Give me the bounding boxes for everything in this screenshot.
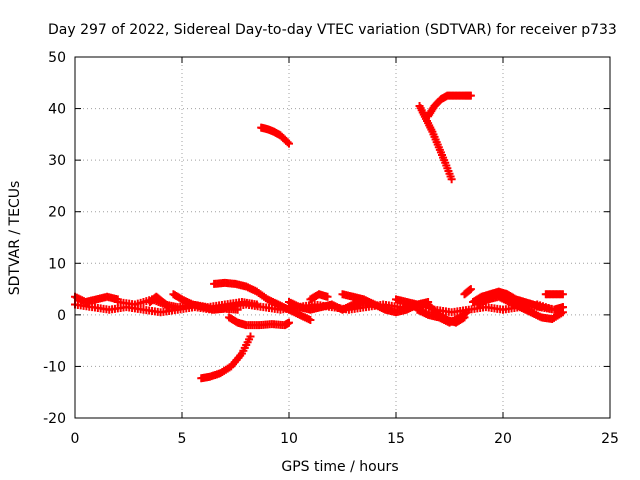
x-tick-label: 10 (280, 431, 298, 447)
tick-labels: 0 5 10 15 20 25 -20 -10 0 10 20 30 40 50 (43, 50, 619, 447)
chart-title: Day 297 of 2022, Sidereal Day-to-day VTE… (48, 22, 617, 38)
x-axis-label: GPS time / hours (281, 459, 398, 475)
y-tick-label: -10 (43, 359, 66, 375)
data-series (306, 290, 332, 304)
x-tick-label: 20 (494, 431, 512, 447)
data-point (283, 138, 292, 147)
data-series (145, 292, 174, 312)
data-series (415, 101, 456, 184)
data-series (257, 123, 293, 148)
data-point (285, 318, 293, 327)
y-tick-label: 50 (48, 50, 66, 66)
x-tick-label: 0 (71, 431, 80, 447)
y-tick-label: 0 (57, 308, 66, 324)
y-tick-label: 30 (48, 153, 66, 169)
plot-frame (74, 56, 611, 419)
data-point (447, 175, 456, 184)
data-point (466, 285, 475, 294)
y-tick-label: 40 (48, 102, 66, 118)
data-point (233, 305, 242, 314)
data-series (460, 285, 475, 299)
data-series (424, 91, 475, 121)
data-point (246, 332, 255, 341)
data-series (169, 290, 242, 314)
x-tick-label: 5 (178, 431, 187, 447)
data-series (225, 313, 293, 330)
data-point (558, 303, 567, 312)
data-series (197, 332, 255, 383)
x-tick-label: 25 (601, 431, 619, 447)
data-series (541, 290, 567, 299)
data-series (505, 295, 567, 314)
data-point (466, 91, 475, 100)
data-point (323, 292, 332, 301)
y-axis-label: SDTVAR / TECUs (7, 181, 23, 296)
data-point (165, 303, 174, 312)
data-point (462, 308, 471, 317)
data-points (71, 91, 567, 383)
y-tick-label: 10 (48, 256, 66, 272)
data-point (285, 139, 293, 148)
x-tick-label: 15 (387, 431, 405, 447)
y-tick-label: 20 (48, 205, 66, 221)
data-point (252, 300, 261, 309)
y-tick-label: -20 (43, 411, 66, 427)
data-series (413, 305, 471, 327)
grid (75, 57, 610, 418)
data-point (306, 316, 315, 325)
data-point (558, 290, 567, 299)
data-series (210, 278, 315, 325)
axis-ticks (74, 56, 611, 419)
